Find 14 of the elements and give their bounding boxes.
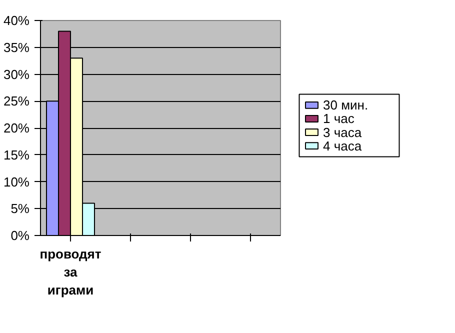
y-tick-label: 5% (10, 201, 30, 216)
y-tick-label: 10% (3, 174, 30, 190)
legend-label: 1 час (323, 111, 355, 126)
y-tick-label: 40% (3, 13, 30, 28)
y-tick-label: 20% (3, 120, 30, 136)
y-tick-label: 0% (10, 228, 30, 243)
legend-label: 30 мин. (323, 98, 368, 113)
y-tick-label: 30% (3, 66, 30, 82)
y-tick-label: 35% (3, 40, 30, 55)
y-tick-label: 25% (3, 94, 30, 109)
legend-label: 4 часа (323, 138, 362, 154)
x-tick-label: проводят за играми (40, 246, 102, 298)
y-tick-label: 15% (3, 147, 30, 162)
legend-label: 3 часа (323, 124, 362, 140)
